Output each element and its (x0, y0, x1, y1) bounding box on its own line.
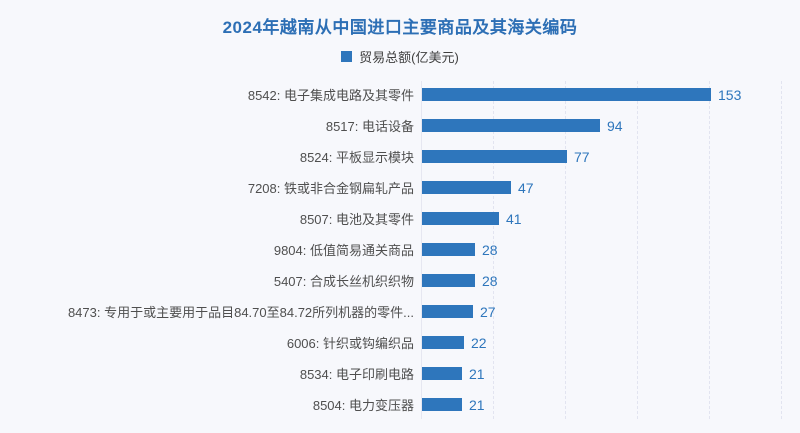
value-label: 21 (469, 365, 485, 382)
category-label: 8542: 电子集成电路及其零件 (247, 88, 414, 103)
bar (422, 305, 473, 318)
bar (422, 88, 711, 101)
category-label: 8504: 电力变压器 (312, 398, 414, 413)
bar-area: 47 (421, 172, 800, 203)
bar-area: 21 (421, 358, 800, 389)
bar-row: 6006: 针织或钩编织品 22 (0, 327, 800, 358)
category-label: 6006: 针织或钩编织品 (286, 336, 414, 351)
value-label: 153 (718, 86, 742, 103)
bar-row: 8542: 电子集成电路及其零件 153 (0, 79, 800, 110)
bar-row: 5407: 合成长丝机织织物 28 (0, 265, 800, 296)
legend: 贸易总额(亿美元) (0, 47, 800, 66)
category-label: 9804: 低值简易通关商品 (273, 243, 414, 258)
category-label: 5407: 合成长丝机织织物 (273, 274, 414, 289)
bar-row: 8517: 电话设备 94 (0, 110, 800, 141)
bar (422, 398, 462, 411)
gridline (565, 81, 566, 419)
bar-area: 28 (421, 265, 800, 296)
value-label: 28 (482, 272, 498, 289)
category-label: 8534: 电子印刷电路 (299, 367, 414, 382)
bar-row: 9804: 低值简易通关商品 28 (0, 234, 800, 265)
bar-row: 8504: 电力变压器 21 (0, 389, 800, 420)
category-label: 8524: 平板显示模块 (299, 150, 414, 165)
bar-area: 27 (421, 296, 800, 327)
bar-row: 8534: 电子印刷电路 21 (0, 358, 800, 389)
legend-label: 贸易总额(亿美元) (359, 50, 459, 65)
bar-area: 94 (421, 110, 800, 141)
value-label: 28 (482, 241, 498, 258)
plot-area: 8542: 电子集成电路及其零件 153 8517: 电话设备 94 8524:… (0, 79, 800, 423)
bar-rows: 8542: 电子集成电路及其零件 153 8517: 电话设备 94 8524:… (0, 79, 800, 420)
bar-area: 22 (421, 327, 800, 358)
y-axis-line (421, 81, 422, 419)
bar-area: 77 (421, 141, 800, 172)
bar (422, 243, 475, 256)
legend-swatch-icon (341, 51, 353, 62)
gridlines (421, 81, 800, 419)
bar (422, 274, 475, 287)
bar-row: 7208: 铁或非合金钢扁轧产品 47 (0, 172, 800, 203)
bar-area: 21 (421, 389, 800, 420)
value-label: 77 (574, 148, 590, 165)
bar (422, 336, 464, 349)
bar (422, 367, 462, 380)
value-label: 21 (469, 396, 485, 413)
gridline (781, 81, 782, 419)
chart-title: 2024年越南从中国进口主要商品及其海关编码 (222, 18, 578, 37)
value-label: 47 (518, 179, 534, 196)
category-label: 8517: 电话设备 (325, 119, 414, 134)
gridline (637, 81, 638, 419)
bar-area: 41 (421, 203, 800, 234)
bar-row: 8473: 专用于或主要用于品目84.70至84.72所列机器的零件... 27 (0, 296, 800, 327)
bar (422, 150, 567, 163)
bar (422, 119, 600, 132)
category-label: 8507: 电池及其零件 (299, 212, 414, 227)
gridline (709, 81, 710, 419)
value-label: 22 (471, 334, 487, 351)
bar-row: 8524: 平板显示模块 77 (0, 141, 800, 172)
value-label: 27 (480, 303, 496, 320)
gridline (493, 81, 494, 419)
category-label: 8473: 专用于或主要用于品目84.70至84.72所列机器的零件... (67, 305, 414, 320)
bar (422, 212, 499, 225)
value-label: 94 (607, 117, 623, 134)
value-label: 41 (506, 210, 522, 227)
category-label: 7208: 铁或非合金钢扁轧产品 (247, 181, 414, 196)
bar (422, 181, 511, 194)
bar-area: 153 (421, 79, 800, 110)
bar-area: 28 (421, 234, 800, 265)
bar-row: 8507: 电池及其零件 41 (0, 203, 800, 234)
